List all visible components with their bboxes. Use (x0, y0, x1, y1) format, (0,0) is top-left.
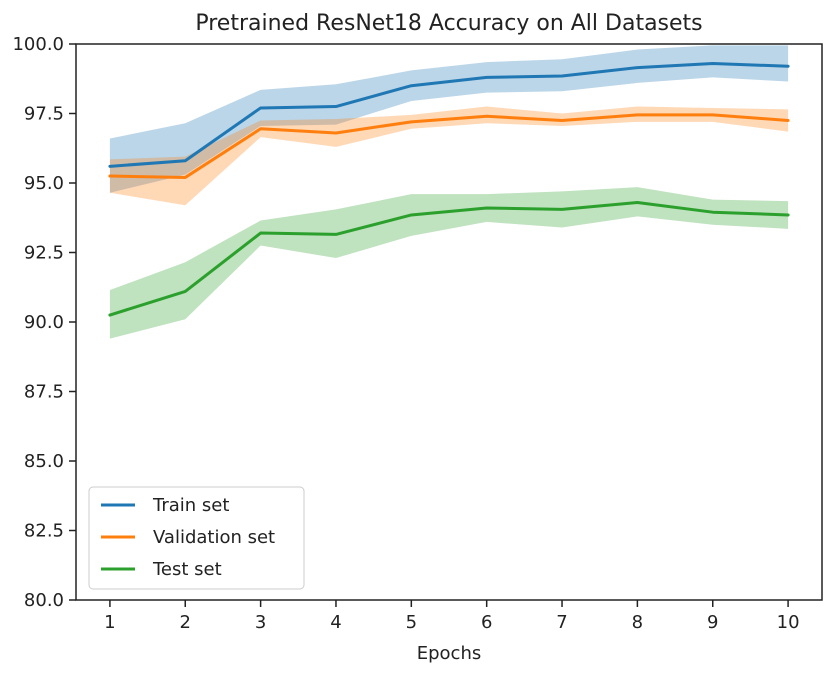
legend-label-train-set: Train set (152, 495, 229, 516)
x-axis-label: Epochs (417, 643, 482, 664)
y-tick-label: 85.0 (24, 451, 64, 472)
series-lines (108, 61, 790, 317)
y-tick-label: 92.5 (24, 243, 64, 264)
x-tick-label: 5 (406, 612, 417, 633)
x-tick-label: 1 (104, 612, 115, 633)
confidence-bands (109, 45, 789, 339)
y-tick-label: 100.0 (12, 34, 64, 55)
train-set-band (109, 45, 789, 193)
legend-label-test-set: Test set (152, 559, 222, 580)
y-tick-label: 90.0 (24, 312, 64, 333)
test-set-line (108, 200, 790, 317)
x-tick-label: 6 (481, 612, 492, 633)
x-tick-label: 3 (255, 612, 266, 633)
x-tick-label: 8 (632, 612, 643, 633)
x-tick-label: 9 (707, 612, 718, 633)
legend-box (88, 486, 305, 590)
y-tick-label: 87.5 (24, 382, 64, 403)
x-tick-label: 2 (180, 612, 191, 633)
chart-title: Pretrained ResNet18 Accuracy on All Data… (195, 11, 702, 36)
validation-set-line (108, 113, 790, 179)
y-tick-label: 82.5 (24, 521, 64, 542)
legend-label-validation-set: Validation set (153, 527, 275, 548)
x-tick-label: 4 (330, 612, 341, 633)
legend: Train set Validation set Test set (88, 486, 305, 590)
x-tick-label: 10 (777, 612, 800, 633)
y-tick-label: 80.0 (24, 590, 64, 611)
y-tick-label: 97.5 (24, 104, 64, 125)
train-set-line (108, 61, 790, 168)
axes: 1 2 3 4 5 6 7 8 9 10 80.0 82.5 85.0 87.5 90.0 92.5 95.0 9… (12, 34, 823, 633)
test-set-band (109, 187, 789, 339)
x-tick-label: 7 (556, 612, 567, 633)
y-tick-label: 95.0 (24, 173, 64, 194)
